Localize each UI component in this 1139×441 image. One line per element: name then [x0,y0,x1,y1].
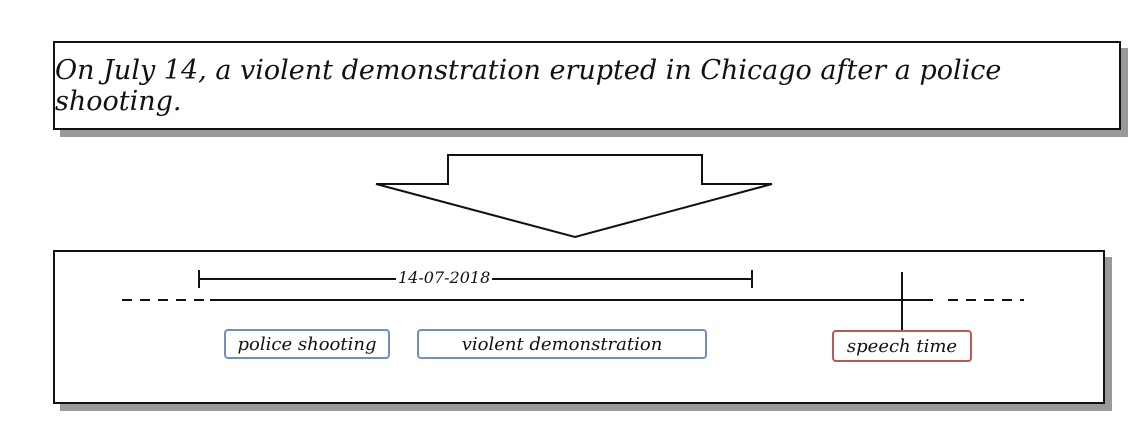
timeline-box [53,250,1105,404]
sentence-box: On July 14, a violent demonstration erup… [53,41,1121,130]
event-police-shooting: police shooting [224,329,390,359]
sentence-text: On July 14, a violent demonstration erup… [55,54,1002,117]
date-label: 14-07-2018 [396,268,493,287]
down-arrow [375,154,773,239]
speech-time-box: speech time [832,330,972,362]
event-violent-demonstration: violent demonstration [417,329,707,359]
